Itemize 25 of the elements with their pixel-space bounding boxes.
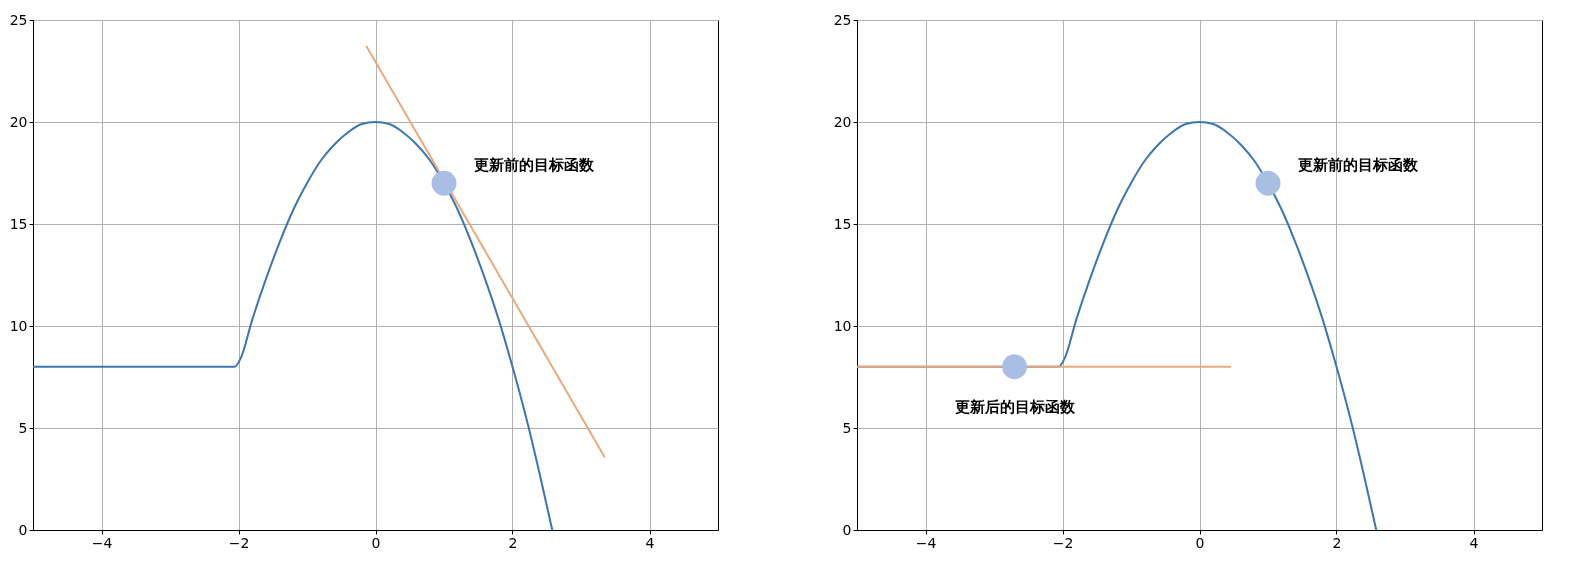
y-tick-label: 5 xyxy=(842,419,852,436)
x-tick-label: −4 xyxy=(91,534,113,551)
annotation: 更新后的目标函数 xyxy=(954,397,1076,416)
y-tick-label: 20 xyxy=(833,113,852,130)
y-tick-label: 0 xyxy=(842,521,852,538)
y-tick-label: 5 xyxy=(18,419,28,436)
y-tick-label: 10 xyxy=(9,317,28,334)
x-tick-label: −2 xyxy=(228,534,250,551)
x-tick-label: 0 xyxy=(371,534,381,551)
x-tick-label: 4 xyxy=(1469,534,1479,551)
y-tick-label: 15 xyxy=(833,215,852,232)
x-tick-label: −2 xyxy=(1052,534,1074,551)
x-tick-label: 0 xyxy=(1195,534,1205,551)
annotation: 更新前的目标函数 xyxy=(1298,156,1419,175)
x-tick-label: 4 xyxy=(645,534,655,551)
x-tick-label: −4 xyxy=(915,534,937,551)
y-tick-label: 15 xyxy=(9,215,28,232)
y-tick-label: 0 xyxy=(18,521,28,538)
y-tick-label: 25 xyxy=(833,11,852,28)
x-tick-label: 2 xyxy=(1332,534,1342,551)
y-tick-label: 20 xyxy=(9,113,28,130)
annotation: 更新前的目标函数 xyxy=(474,156,595,175)
y-tick-label: 10 xyxy=(833,317,852,334)
x-tick-label: 2 xyxy=(508,534,518,551)
y-tick-label: 25 xyxy=(9,11,28,28)
